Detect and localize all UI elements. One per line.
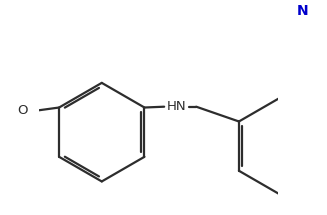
Text: HN: HN	[167, 100, 186, 113]
Text: O: O	[18, 104, 28, 117]
Text: N: N	[297, 4, 309, 18]
